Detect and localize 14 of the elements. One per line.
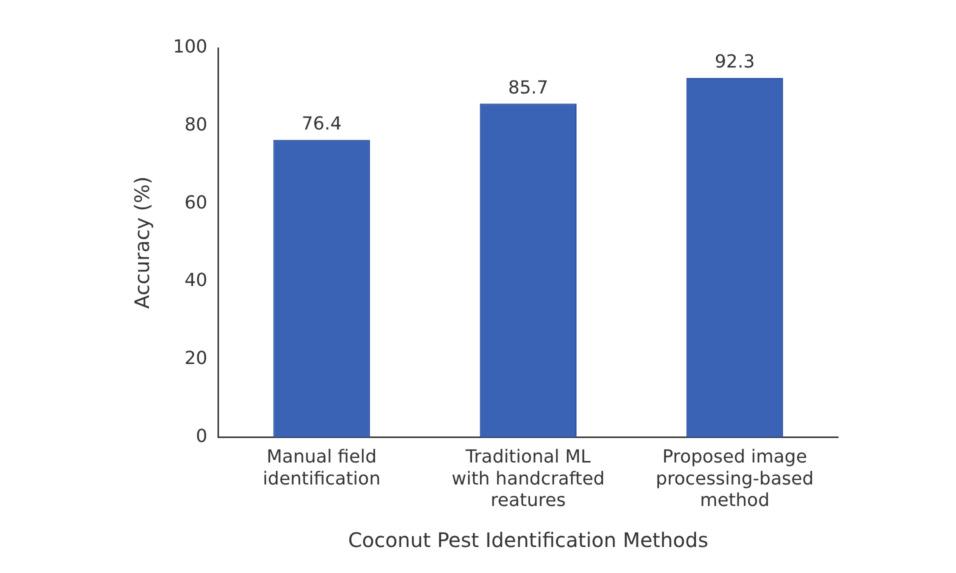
x-tick-label: Traditional ML with handcrafted reatures xyxy=(452,446,605,511)
y-axis-title: Accuracy (%) xyxy=(130,176,154,309)
x-axis-title: Coconut Pest Identification Methods xyxy=(348,528,708,552)
y-tick-label: 20 xyxy=(184,348,208,370)
x-tick-label: Manual field identification xyxy=(262,446,380,490)
data-label: 92.3 xyxy=(714,52,755,73)
y-tick-label: 0 xyxy=(196,426,208,447)
x-tick-label: Proposed image processing-based method xyxy=(656,446,814,511)
y-tick-label: 80 xyxy=(184,114,208,136)
data-label: 76.4 xyxy=(302,114,342,135)
y-tick-label: 60 xyxy=(184,192,208,214)
data-label: 85.7 xyxy=(508,77,548,98)
y-tick-label: 40 xyxy=(184,270,208,292)
y-tick-label: 100 xyxy=(172,36,208,58)
